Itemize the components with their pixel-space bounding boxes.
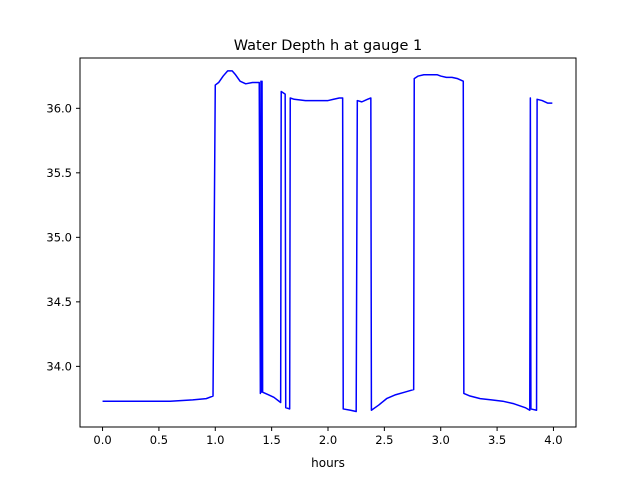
x-tick-label: 4.0 [544, 433, 562, 447]
x-axis: 0.0 0.5 1.0 1.5 2.0 2.5 3.0 3.5 4.0 [93, 427, 563, 447]
series-layer [102, 70, 553, 413]
x-tick-label: 3.0 [432, 433, 450, 447]
y-tick-label: 36.0 [46, 101, 72, 115]
x-tick-label: 2.5 [375, 433, 393, 447]
plot-area [79, 57, 577, 428]
plot-background [80, 58, 576, 427]
x-tick-label: 0.5 [150, 433, 168, 447]
x-tick-label: 3.5 [488, 433, 506, 447]
x-tick-label: 1.5 [262, 433, 280, 447]
chart-title: Water Depth h at gauge 1 [234, 38, 422, 54]
x-tick-label: 0.0 [93, 433, 111, 447]
x-tick-label: 2.0 [319, 433, 337, 447]
x-tick-label: 1.0 [206, 433, 224, 447]
x-axis-label: hours [311, 456, 345, 470]
y-tick-label: 35.0 [46, 230, 72, 244]
y-tick-label: 35.5 [46, 166, 72, 180]
y-axis: 34.0 34.5 35.0 35.5 36.0 [46, 101, 80, 373]
y-tick-label: 34.0 [46, 359, 72, 373]
series-line [102, 70, 553, 413]
y-tick-label: 34.5 [46, 295, 72, 309]
